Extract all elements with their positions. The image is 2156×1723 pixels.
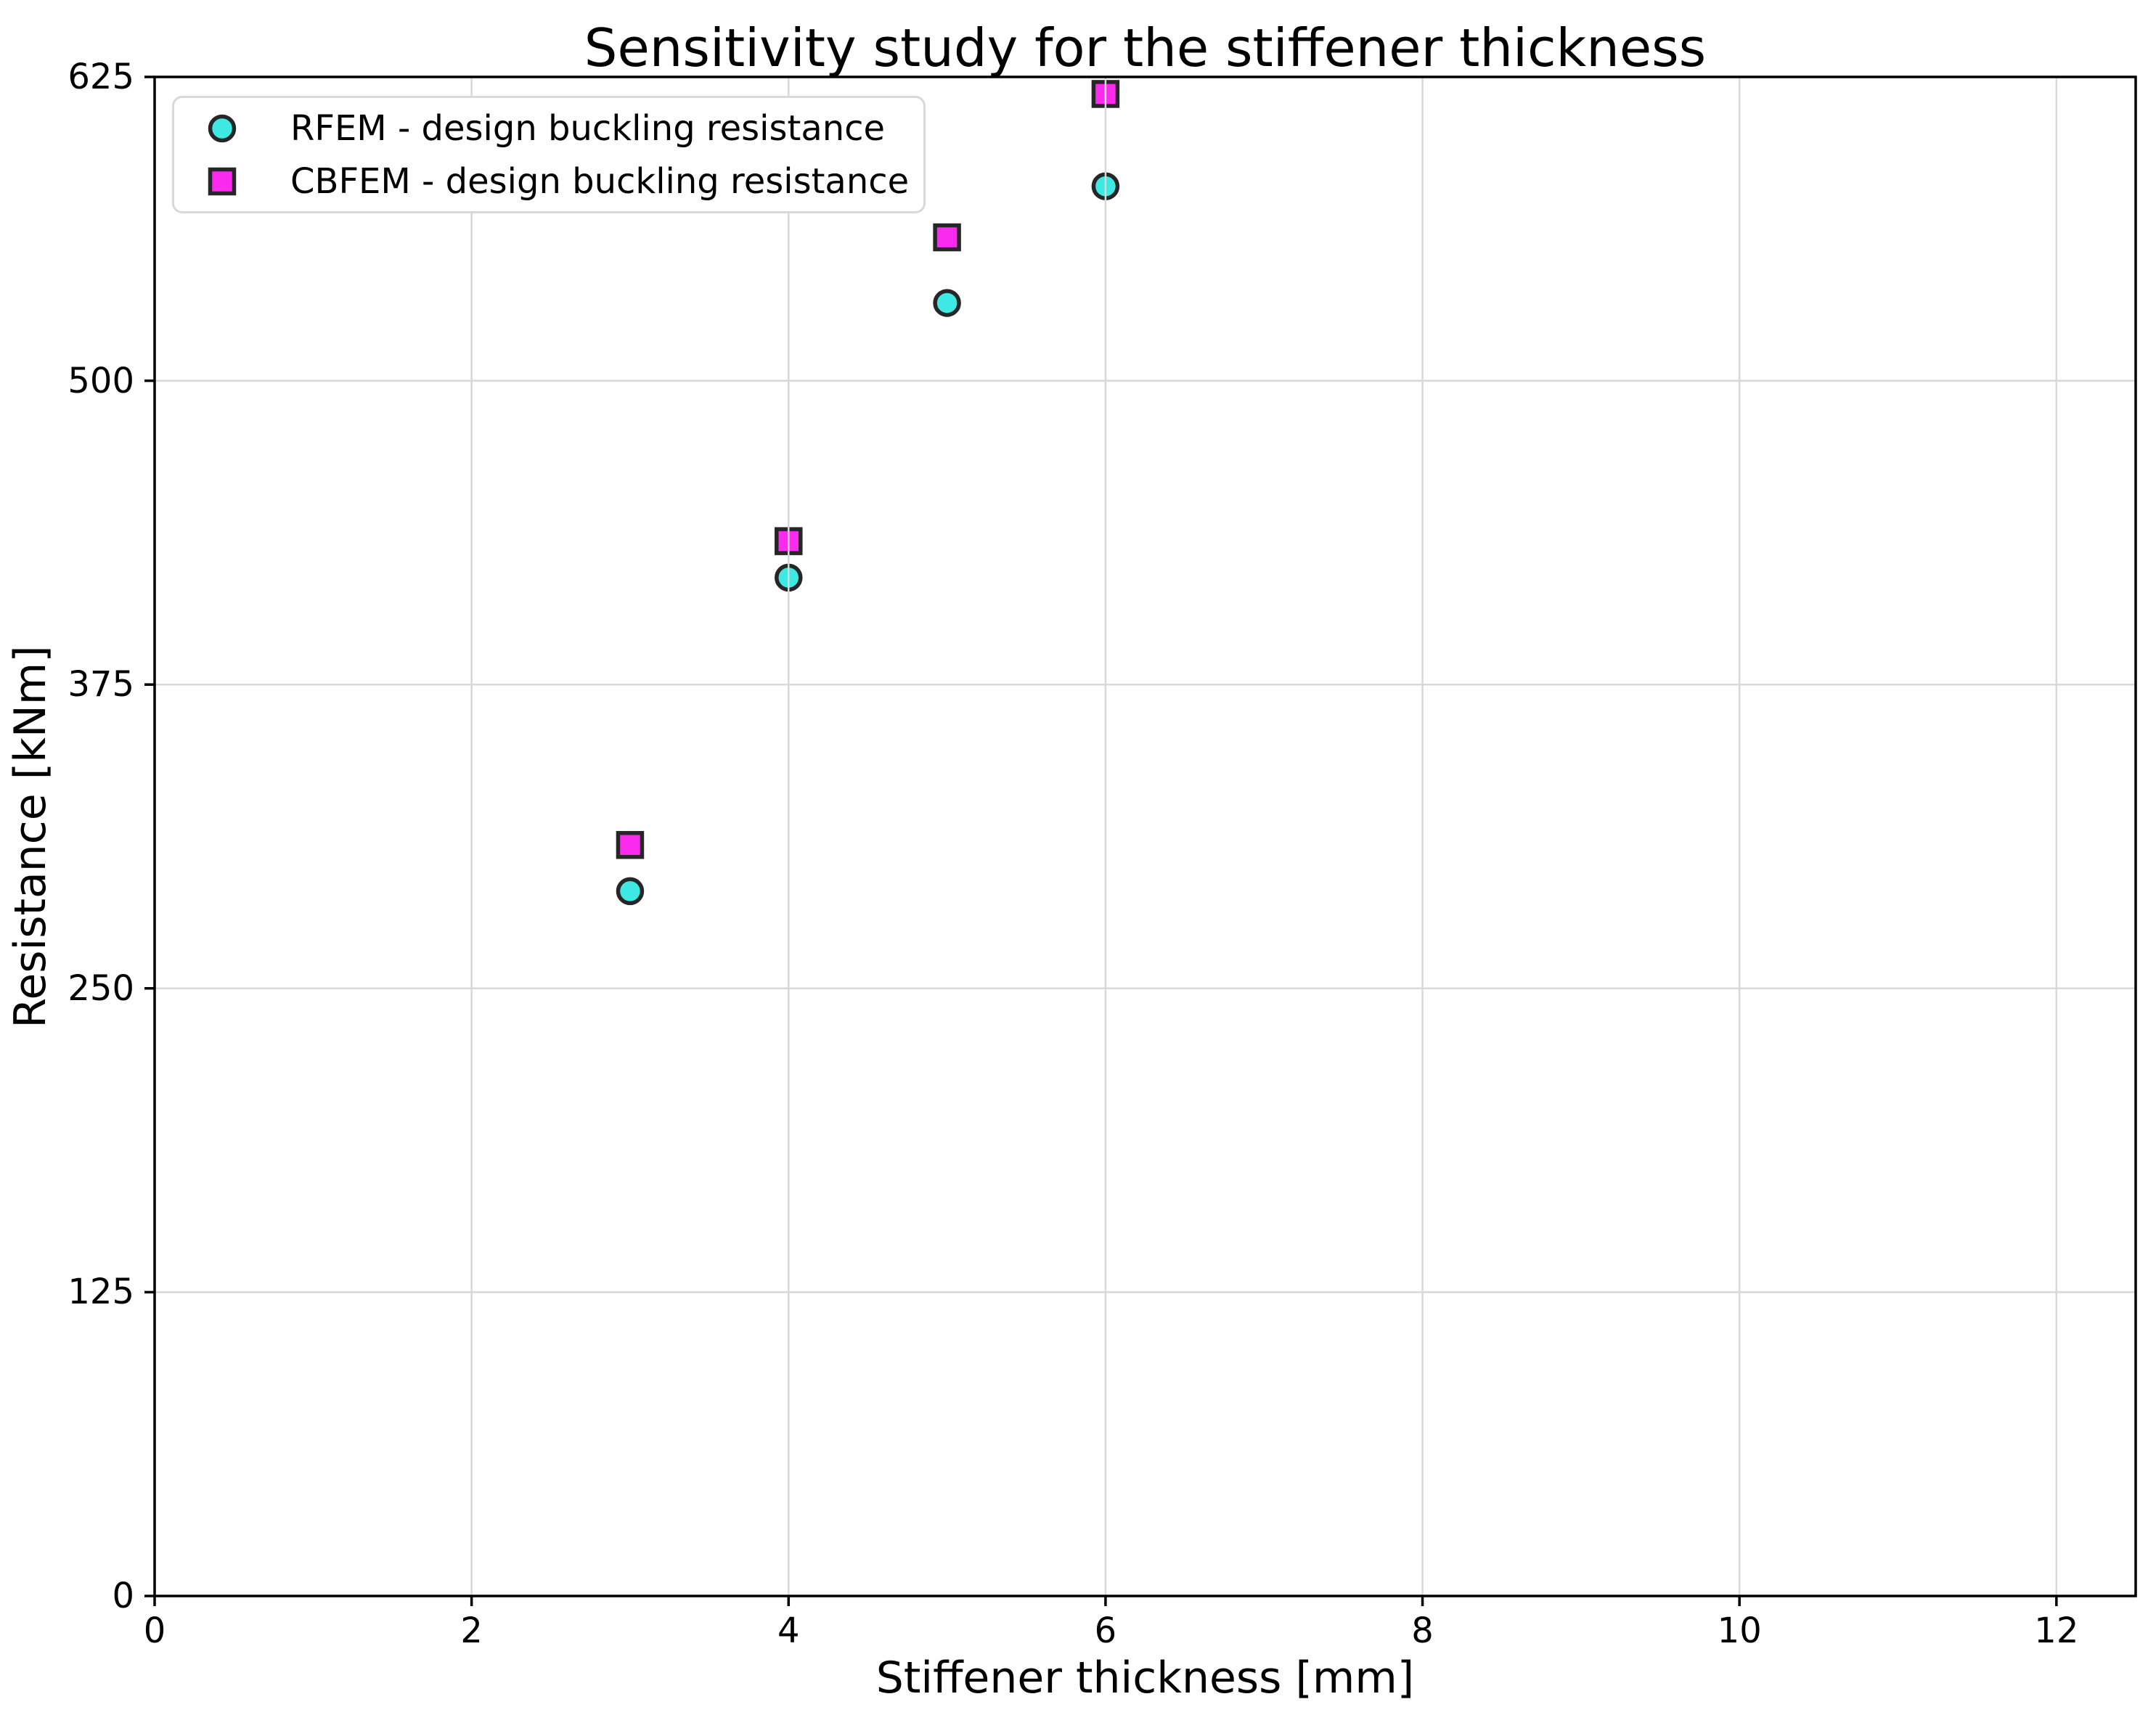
data-point-cbfem [616,830,645,859]
y-tick-label: 250 [68,967,134,1009]
y-tick-label: 375 [68,664,134,705]
legend: RFEM - design buckling resistance CBFEM … [172,96,926,213]
x-tick-label: 12 [2034,1611,2079,1651]
x-tick-label: 10 [1717,1611,1762,1651]
plot-border [153,75,2137,1597]
square-marker-icon [208,167,237,195]
data-point-rfem [616,877,645,906]
legend-label-rfem: RFEM - design buckling resistance [290,107,886,149]
x-tick-label: 2 [460,1611,483,1651]
x-tick-label: 6 [1094,1611,1117,1651]
y-tick-label: 0 [112,1576,134,1616]
y-tick-label: 125 [68,1272,134,1313]
x-tick-label: 0 [143,1611,166,1651]
legend-entry-rfem: RFEM - design buckling resistance [174,102,909,155]
data-point-cbfem [933,223,961,252]
y-tick-label: 625 [68,57,134,97]
circle-marker-icon [208,114,237,142]
legend-entry-cbfem: CBFEM - design buckling resistance [174,155,909,208]
legend-label-cbfem: CBFEM - design buckling resistance [290,160,910,202]
x-tick-label: 4 [777,1611,800,1651]
chart-title: Sensitivity study for the stiffener thic… [584,17,1707,78]
x-tick-label: 8 [1411,1611,1434,1651]
data-point-rfem [933,289,961,317]
y-tick-label: 500 [68,360,134,401]
x-axis-label: Stiffener thickness [mm] [875,1653,1415,1703]
